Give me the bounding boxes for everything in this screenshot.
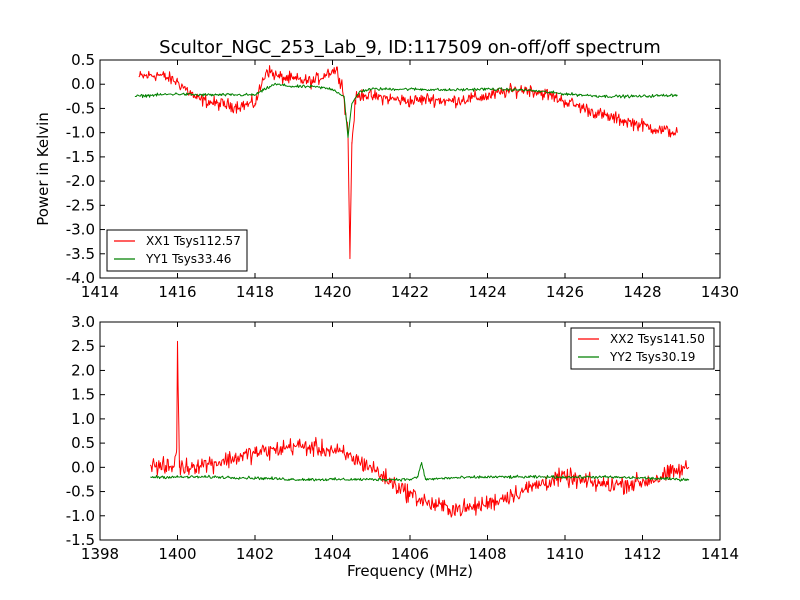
bottom-xtick-label: 1410 <box>546 545 584 563</box>
bottom-ytick-label: 0.0 <box>71 458 95 476</box>
top-xtick-label: 1426 <box>546 283 584 301</box>
bottom-plot-legend: XX2 Tsys141.50 YY2 Tsys30.19 <box>570 327 715 370</box>
bottom-ytick-label: 0.5 <box>71 434 95 452</box>
bottom-xtick-label: 1398 <box>81 545 119 563</box>
top-plot-legend: XX1 Tsys112.57 YY1 Tsys33.46 <box>106 229 248 272</box>
top-plot-ylabel: Power in Kelvin <box>34 112 52 226</box>
top-legend-box <box>106 229 248 272</box>
bottom-legend-label-yy2: YY2 Tsys30.19 <box>609 350 695 364</box>
bottom-plot-frame <box>99 321 721 541</box>
top-xtick-label: 1428 <box>623 283 661 301</box>
top-series-xx-line <box>138 65 678 260</box>
top-xtick-label: 1418 <box>236 283 274 301</box>
bottom-xtick-label: 1414 <box>701 545 739 563</box>
top-xtick-label: 1414 <box>81 283 119 301</box>
bottom-ytick-label: 1.0 <box>71 410 95 428</box>
bottom-plot-xlabel: Frequency (MHz) <box>347 562 473 580</box>
top-xtick-label: 1430 <box>701 283 739 301</box>
bottom-plot-panel: Frequency (MHz) 1398 1400 1402 1404 1406 1408… <box>66 313 739 580</box>
bottom-legend-label-xx2: XX2 Tsys141.50 <box>610 332 705 346</box>
bottom-ytick-label: -0.5 <box>66 483 95 501</box>
bottom-ytick-label: 3.0 <box>71 313 95 331</box>
bottom-xtick-label: 1408 <box>468 545 506 563</box>
top-plot-ticks: 1414 1416 1418 1420 1422 1424 1426 1428 1430 0.5 0… <box>66 51 739 301</box>
bottom-xtick-label: 1412 <box>623 545 661 563</box>
bottom-xtick-label: 1404 <box>313 545 351 563</box>
bottom-ytick-label: -1.5 <box>66 531 95 549</box>
top-xtick-label: 1416 <box>158 283 196 301</box>
bottom-legend-box <box>570 327 715 370</box>
top-xtick-label: 1422 <box>391 283 429 301</box>
bottom-ytick-label: 2.0 <box>71 361 95 379</box>
top-ytick-label: -0.5 <box>66 99 95 117</box>
top-ytick-label: 0.5 <box>71 51 95 69</box>
bottom-plot-ticks: 1398 1400 1402 1404 1406 1408 1410 1412 1414 3.0 2… <box>66 313 739 563</box>
top-series-yy-line <box>134 82 678 139</box>
bottom-ytick-label: 2.5 <box>71 337 95 355</box>
top-plot-title: Scultor_NGC_253_Lab_9, ID:117509 on-off/… <box>159 37 661 58</box>
bottom-plot-series <box>149 340 690 518</box>
top-legend-label-yy1: YY1 Tsys33.46 <box>145 252 231 266</box>
bottom-ytick-label: -1.0 <box>66 507 95 525</box>
top-ytick-label: -4.0 <box>66 269 95 287</box>
top-plot-frame <box>99 59 721 279</box>
bottom-ytick-label: 1.5 <box>71 386 95 404</box>
top-xtick-label: 1424 <box>468 283 506 301</box>
bottom-xtick-label: 1402 <box>236 545 274 563</box>
top-ytick-label: -3.0 <box>66 221 95 239</box>
top-ytick-label: -1.0 <box>66 124 95 142</box>
top-xtick-label: 1420 <box>313 283 351 301</box>
bottom-xtick-label: 1406 <box>391 545 429 563</box>
bottom-series-yy-line <box>150 461 690 482</box>
top-ytick-label: 0.0 <box>71 75 95 93</box>
top-ytick-label: -2.5 <box>66 196 95 214</box>
top-ytick-label: -3.5 <box>66 245 95 263</box>
top-ytick-label: -2.0 <box>66 172 95 190</box>
top-ytick-label: -1.5 <box>66 148 95 166</box>
top-plot-series <box>134 65 678 260</box>
top-plot-panel: Scultor_NGC_253_Lab_9, ID:117509 on-off/… <box>34 37 739 301</box>
top-legend-label-xx1: XX1 Tsys112.57 <box>146 234 241 248</box>
bottom-xtick-label: 1400 <box>158 545 196 563</box>
bottom-series-xx-line <box>149 340 690 518</box>
